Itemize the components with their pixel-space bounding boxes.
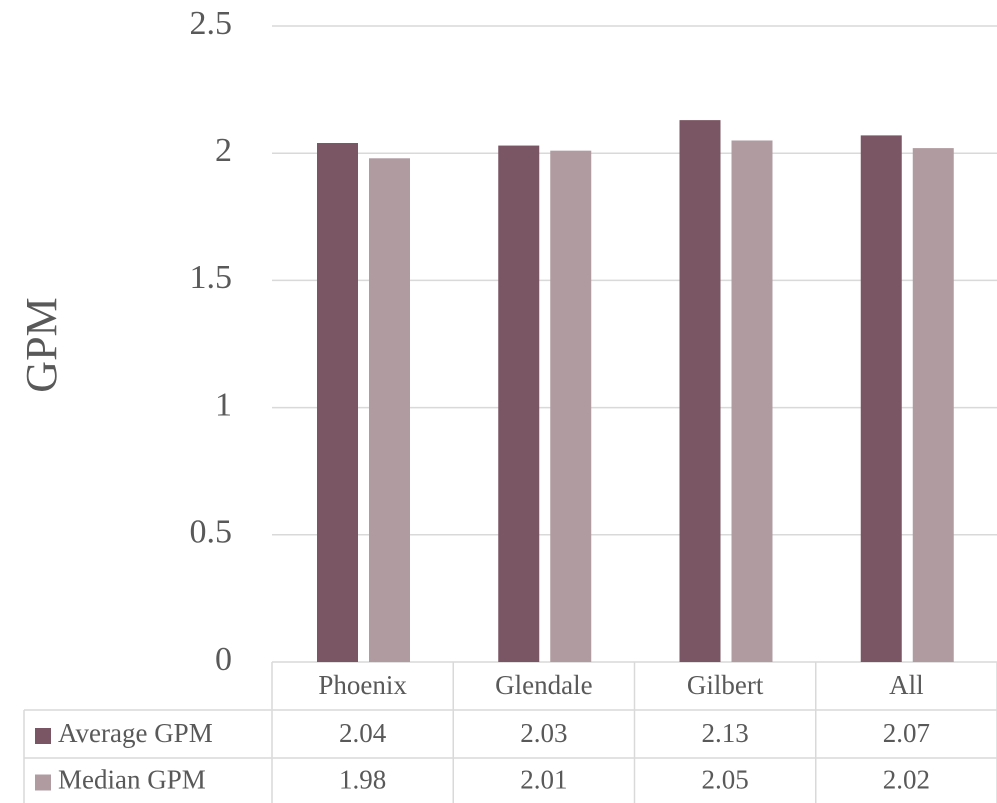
legend-label: Median GPM (58, 765, 206, 795)
bar (679, 120, 721, 663)
bar (550, 150, 592, 662)
x-tick-label: Phoenix (318, 670, 407, 700)
bar (860, 135, 902, 663)
y-tick-label: 0.5 (190, 514, 233, 551)
bar (317, 143, 358, 663)
table-value: 2.13 (702, 718, 749, 748)
y-tick-label: 2.5 (190, 5, 233, 42)
bar (369, 158, 410, 662)
legend-key (35, 774, 51, 791)
table-value: 2.07 (883, 718, 930, 748)
legend-key (35, 728, 51, 744)
bar (498, 145, 540, 662)
y-tick-label: 2 (215, 132, 232, 169)
y-tick-label: 1.5 (190, 259, 233, 296)
y-tick-label: 0 (215, 641, 232, 678)
table-value: 2.01 (520, 765, 567, 795)
bar (912, 148, 954, 662)
table-value: 2.04 (339, 718, 387, 748)
x-tick-label: Gilbert (687, 670, 764, 700)
y-tick-label: 1 (215, 386, 232, 423)
legend-label: Average GPM (58, 718, 213, 748)
x-tick-label: Glendale (495, 670, 592, 700)
table-value: 2.02 (883, 765, 930, 795)
x-tick-label: All (889, 670, 924, 700)
table-value: 1.98 (339, 765, 386, 795)
bar (731, 140, 773, 663)
table-value: 2.03 (520, 718, 567, 748)
y-axis-label: GPM (17, 297, 66, 392)
table-value: 2.05 (702, 765, 749, 795)
